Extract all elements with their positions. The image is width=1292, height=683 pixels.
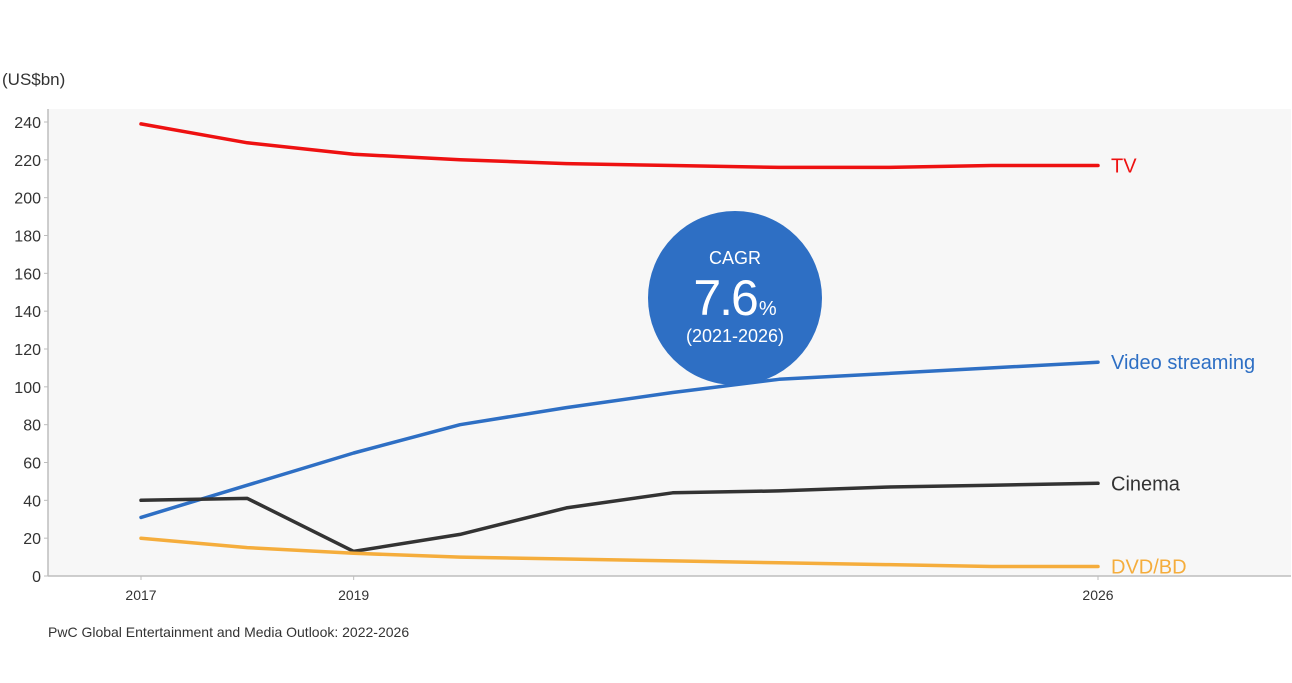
y-tick-label: 140 (14, 304, 41, 321)
y-tick-label: 180 (14, 229, 41, 246)
x-tick-label: 2026 (1082, 587, 1113, 603)
series-lines (139, 122, 1100, 569)
cagr-value: 7.6 (693, 270, 757, 326)
series-label-video-streaming: Video streaming (1111, 352, 1255, 374)
y-tick-label: 80 (23, 418, 41, 435)
cagr-badge: CAGR 7.6% (2021-2026) (648, 211, 822, 385)
y-tick-label: 120 (14, 342, 41, 359)
series-label-dvd-bd: DVD/BD (1111, 557, 1187, 579)
y-tick-label: 220 (14, 153, 41, 170)
cagr-unit: % (759, 298, 777, 320)
series-line-cinema (139, 481, 1100, 554)
x-axis: 2017 2019 2026 (48, 575, 1291, 603)
cagr-value-group: 7.6% (693, 270, 777, 326)
series-line-video-streaming (139, 360, 1100, 520)
unit-label: (US$bn) (2, 70, 65, 89)
series-line-tv (139, 122, 1100, 170)
series-line-dvd-bd (139, 536, 1100, 569)
y-tick-label: 100 (14, 380, 41, 397)
x-tick-label: 2019 (338, 587, 369, 603)
y-tick-label: 200 (14, 191, 41, 208)
y-axis: 0 20 40 60 80 100 120 140 160 180 200 220 240 (14, 109, 49, 586)
series-label-tv: TV (1111, 156, 1137, 178)
y-tick-label: 40 (23, 493, 41, 510)
cagr-circle (648, 211, 822, 385)
y-tick-label: 240 (14, 115, 41, 132)
series-labels: TV Video streaming Cinema DVD/BD (1111, 156, 1255, 579)
cagr-title: CAGR (709, 248, 761, 268)
source-note: PwC Global Entertainment and Media Outlo… (48, 624, 409, 640)
series-label-cinema: Cinema (1111, 473, 1181, 495)
x-tick-label: 2017 (125, 587, 156, 603)
y-tick-label: 20 (23, 531, 41, 548)
y-tick-label: 0 (32, 569, 41, 586)
y-tick-label: 60 (23, 456, 41, 473)
cagr-period: (2021-2026) (686, 326, 784, 346)
y-tick-label: 160 (14, 266, 41, 283)
